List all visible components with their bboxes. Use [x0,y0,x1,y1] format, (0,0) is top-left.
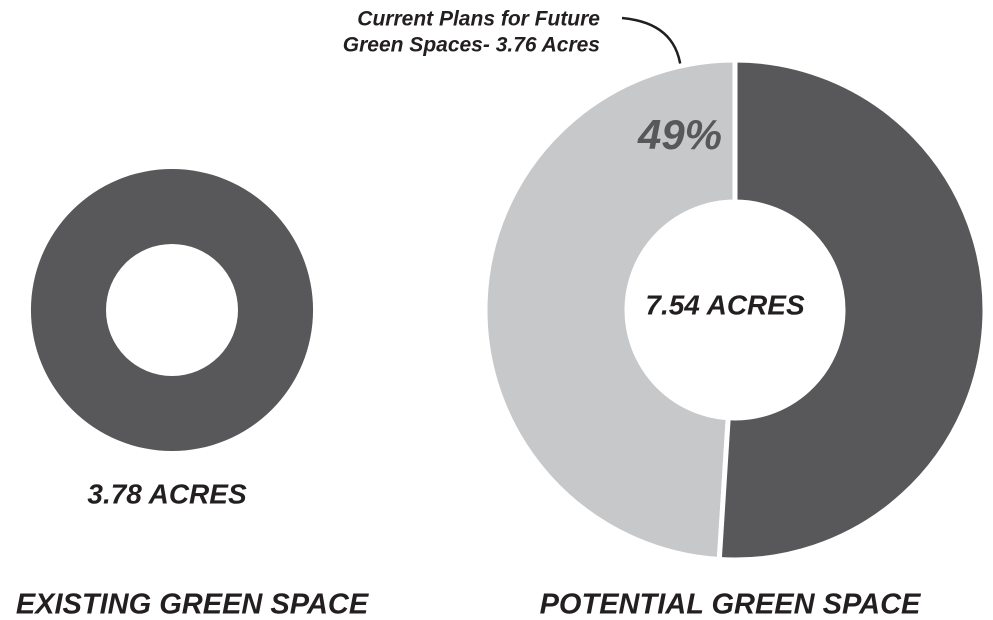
center-label: 7.54 ACRES [645,289,805,320]
annotation: Current Plans for Future [357,8,600,31]
chart-title: EXISTING GREEN SPACE [16,589,370,620]
donut-segment [482,57,738,563]
annotation: Green Spaces- 3.76 Acres [343,34,600,57]
chart-title: POTENTIAL GREEN SPACE [540,589,922,620]
donut-segment [716,57,988,563]
center-label: 3.78 ACRES [87,478,247,509]
value-label: 49% [637,111,722,158]
donut-segment [30,169,314,452]
